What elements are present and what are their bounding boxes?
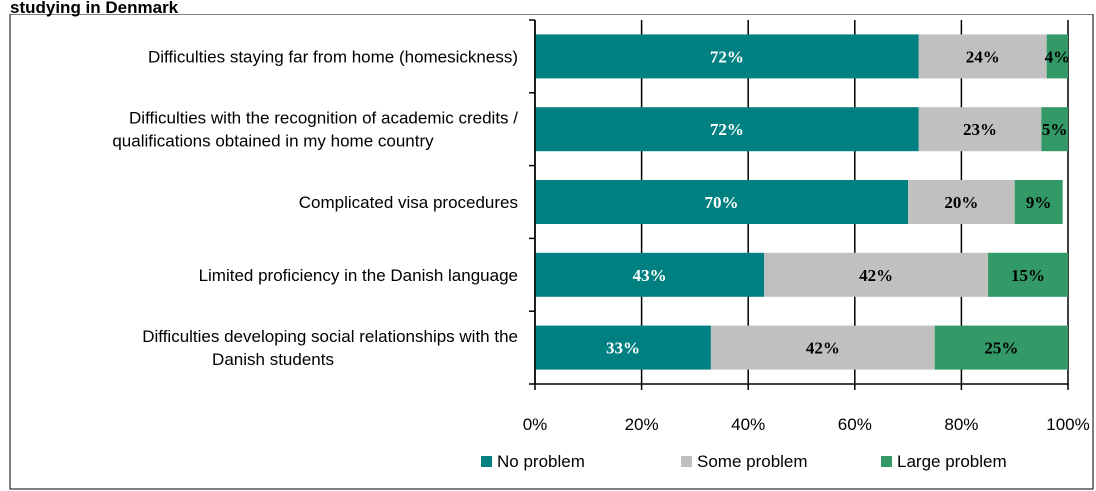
x-tick-label: 40%	[731, 415, 765, 434]
data-label: 42%	[859, 266, 893, 285]
data-label: 43%	[633, 266, 667, 285]
x-tick-label: 20%	[625, 415, 659, 434]
x-tick-label: 80%	[944, 415, 978, 434]
legend-label: Large problem	[897, 452, 1007, 471]
bar-segment	[908, 180, 1015, 224]
bar-segment	[988, 252, 1068, 297]
data-label: 24%	[966, 47, 1000, 66]
bars	[535, 34, 1068, 370]
chart-frame	[9, 13, 1094, 490]
bar-segment	[710, 325, 935, 370]
data-label: 5%	[1042, 120, 1068, 139]
category-label: qualifications obtained in my home count…	[112, 132, 434, 151]
bar-segment	[535, 107, 919, 152]
category-label: Danish students	[212, 350, 334, 369]
legend-label: No problem	[497, 452, 585, 471]
data-label: 9%	[1026, 193, 1052, 212]
data-label: 25%	[984, 339, 1018, 358]
x-tick-label: 0%	[523, 415, 548, 434]
data-label: 15%	[1011, 266, 1045, 285]
bar-segment	[535, 252, 765, 297]
category-label: Difficulties developing social relations…	[142, 327, 518, 346]
bar-segment	[918, 34, 1047, 79]
bar-segment	[535, 325, 711, 370]
data-label: 20%	[944, 193, 978, 212]
data-label: 23%	[963, 120, 997, 139]
data-label: 4%	[1045, 47, 1071, 66]
x-tick-label: 100%	[1046, 415, 1089, 434]
data-label: 72%	[710, 120, 744, 139]
data-label: 72%	[710, 47, 744, 66]
chart-title: studying in Denmark	[10, 0, 179, 17]
title-mask	[0, 0, 1096, 14]
bar-segment	[1014, 180, 1063, 224]
legend-label: Some problem	[697, 452, 808, 471]
bar-segment	[918, 107, 1042, 152]
category-label: Difficulties with the recognition of aca…	[129, 109, 518, 128]
bar-segment	[764, 252, 989, 297]
legend: No problem Some problem Large problem	[481, 452, 1007, 471]
bar-segment	[1041, 107, 1068, 152]
bar-segment	[535, 180, 909, 224]
bar-segment	[535, 34, 919, 79]
legend-swatch	[881, 456, 892, 467]
legend-swatch	[681, 456, 692, 467]
data-label: 42%	[806, 339, 840, 358]
data-labels: 72% 24% 4% 72% 23% 5% 70% 20% 9% 43% 42% 15% 33% 42% 2…	[606, 47, 1070, 357]
category-label: Difficulties staying far from home (home…	[148, 47, 518, 66]
category-label: Complicated visa procedures	[299, 193, 518, 212]
category-label: Limited proficiency in the Danish langua…	[199, 266, 518, 285]
data-label: 70%	[705, 193, 739, 212]
bar-segment	[1046, 34, 1068, 79]
axes: 0% 20% 40% 60% 80% 100%	[523, 19, 1090, 434]
x-tick-label: 60%	[838, 415, 872, 434]
legend-swatch	[481, 456, 492, 467]
bar-segment	[934, 325, 1068, 370]
category-labels: Difficulties staying far from home (home…	[112, 47, 518, 369]
data-label: 33%	[606, 339, 640, 358]
